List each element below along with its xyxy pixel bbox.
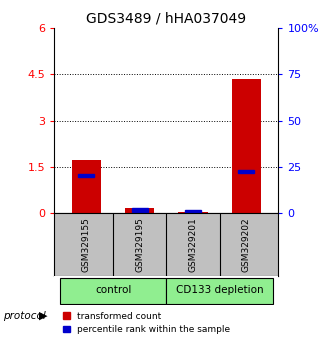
Bar	[125, 208, 154, 213]
Bar	[238, 170, 254, 173]
Text: GSM329202: GSM329202	[242, 217, 251, 272]
Bar	[232, 79, 261, 213]
Text: protocol: protocol	[3, 311, 46, 321]
Text: control: control	[95, 285, 131, 295]
Bar	[166, 278, 273, 304]
Legend: transformed count, percentile rank within the sample: transformed count, percentile rank withi…	[59, 308, 234, 338]
Text: GSM329201: GSM329201	[188, 217, 197, 272]
Bar	[60, 278, 166, 304]
Text: CD133 depletion: CD133 depletion	[176, 285, 264, 295]
Bar	[185, 210, 201, 213]
Text: GSM329155: GSM329155	[82, 217, 91, 272]
Text: GSM329195: GSM329195	[135, 217, 144, 272]
Text: ▶: ▶	[39, 311, 47, 321]
Bar	[132, 208, 148, 212]
Bar	[78, 173, 94, 177]
Bar	[179, 212, 208, 213]
Bar	[72, 160, 101, 213]
Title: GDS3489 / hHA037049: GDS3489 / hHA037049	[86, 12, 246, 26]
